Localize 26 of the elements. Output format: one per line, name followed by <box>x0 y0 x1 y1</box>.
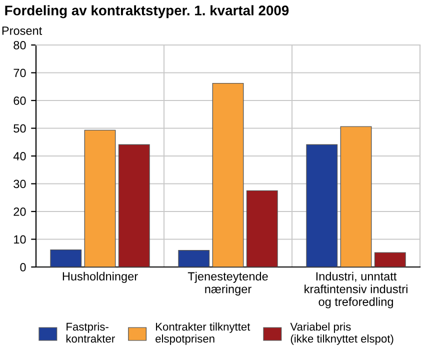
chart-title: Fordeling av kontraktstyper. 1. kvartal 2009 <box>5 5 289 18</box>
x-tick-label: Husholdninger <box>62 272 138 283</box>
bar <box>306 144 338 267</box>
y-tick-label: 40 <box>13 152 26 160</box>
legend-label: Kontrakter tilknyttet elspotprisen <box>156 322 250 345</box>
bar <box>84 130 116 267</box>
bar <box>50 249 82 267</box>
bar <box>374 252 406 267</box>
bar <box>212 82 244 267</box>
x-tick-label: Tjenesteytende næringer <box>188 272 268 296</box>
bar <box>118 144 150 267</box>
y-tick-label: 50 <box>14 124 26 133</box>
x-tick-label: Industri, unntatt kraftintensiv industri og treforedling <box>304 272 408 308</box>
y-tick-label: 80 <box>14 41 26 50</box>
y-tick-label: 0 <box>20 263 26 272</box>
legend-label: Variabel pris (ikke tilknyttet elspot) <box>290 322 394 345</box>
y-tick-label: 70 <box>14 68 26 78</box>
y-tick-label: 10 <box>14 235 26 244</box>
y-tick-label: 20 <box>14 208 26 216</box>
y-axis-title: Prosent <box>2 26 42 35</box>
y-tick-label: 60 <box>14 96 26 105</box>
bar <box>178 250 210 267</box>
legend-label: Fastpris- kontrakter <box>66 322 115 343</box>
bar <box>246 190 278 267</box>
bar <box>340 126 372 267</box>
y-tick-label: 30 <box>14 180 26 188</box>
